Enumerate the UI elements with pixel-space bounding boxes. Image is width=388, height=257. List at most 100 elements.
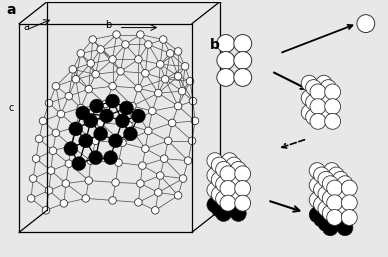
Circle shape bbox=[306, 80, 322, 96]
Circle shape bbox=[310, 99, 326, 115]
Circle shape bbox=[84, 114, 98, 128]
Circle shape bbox=[318, 201, 334, 217]
Circle shape bbox=[79, 134, 93, 148]
Circle shape bbox=[327, 195, 343, 211]
Circle shape bbox=[112, 179, 120, 186]
Circle shape bbox=[318, 186, 334, 202]
Circle shape bbox=[216, 206, 232, 222]
Circle shape bbox=[29, 175, 37, 182]
Text: a: a bbox=[23, 22, 29, 32]
Circle shape bbox=[122, 41, 129, 48]
Circle shape bbox=[306, 94, 322, 110]
Circle shape bbox=[154, 189, 162, 196]
Text: a: a bbox=[6, 3, 16, 17]
Circle shape bbox=[324, 177, 340, 193]
Circle shape bbox=[337, 190, 353, 206]
Circle shape bbox=[52, 129, 60, 137]
Circle shape bbox=[226, 172, 242, 188]
Circle shape bbox=[230, 176, 246, 192]
Circle shape bbox=[327, 209, 343, 225]
Circle shape bbox=[69, 66, 76, 73]
Circle shape bbox=[174, 48, 182, 55]
Circle shape bbox=[230, 191, 246, 207]
Circle shape bbox=[145, 127, 152, 135]
Circle shape bbox=[301, 105, 317, 121]
Circle shape bbox=[226, 187, 242, 202]
Circle shape bbox=[161, 76, 169, 83]
Circle shape bbox=[314, 196, 329, 212]
Circle shape bbox=[235, 195, 251, 211]
Circle shape bbox=[318, 215, 334, 231]
Circle shape bbox=[184, 157, 192, 164]
Circle shape bbox=[234, 69, 252, 86]
Circle shape bbox=[178, 87, 186, 95]
Circle shape bbox=[217, 51, 235, 69]
Circle shape bbox=[309, 192, 325, 208]
Circle shape bbox=[207, 197, 223, 213]
Circle shape bbox=[65, 92, 73, 100]
Circle shape bbox=[65, 160, 73, 167]
Circle shape bbox=[76, 106, 90, 120]
Circle shape bbox=[137, 31, 144, 38]
Circle shape bbox=[207, 153, 223, 169]
Circle shape bbox=[337, 205, 353, 221]
Circle shape bbox=[97, 119, 104, 127]
Circle shape bbox=[47, 167, 55, 174]
Circle shape bbox=[207, 182, 223, 198]
Circle shape bbox=[322, 205, 338, 221]
Circle shape bbox=[181, 62, 189, 70]
Circle shape bbox=[211, 157, 227, 173]
Text: c: c bbox=[8, 103, 14, 113]
Circle shape bbox=[333, 215, 348, 231]
Circle shape bbox=[220, 180, 236, 196]
Circle shape bbox=[104, 151, 118, 165]
Circle shape bbox=[316, 105, 332, 121]
Circle shape bbox=[109, 82, 116, 90]
Circle shape bbox=[234, 34, 252, 52]
Circle shape bbox=[325, 84, 341, 100]
Circle shape bbox=[322, 176, 338, 192]
Circle shape bbox=[211, 201, 227, 217]
Circle shape bbox=[87, 157, 95, 164]
Circle shape bbox=[337, 176, 353, 192]
Circle shape bbox=[27, 195, 35, 202]
Circle shape bbox=[226, 157, 242, 173]
Circle shape bbox=[222, 153, 237, 169]
Circle shape bbox=[306, 109, 322, 125]
Circle shape bbox=[324, 163, 340, 179]
Circle shape bbox=[222, 167, 237, 183]
Circle shape bbox=[316, 75, 332, 91]
Circle shape bbox=[207, 167, 223, 183]
Circle shape bbox=[85, 85, 92, 93]
Circle shape bbox=[301, 75, 317, 91]
Circle shape bbox=[320, 109, 336, 125]
Circle shape bbox=[116, 114, 130, 128]
Circle shape bbox=[325, 113, 341, 129]
Circle shape bbox=[217, 69, 235, 86]
Circle shape bbox=[45, 187, 53, 194]
Circle shape bbox=[174, 72, 182, 80]
Circle shape bbox=[119, 139, 126, 146]
Circle shape bbox=[328, 196, 344, 212]
Circle shape bbox=[109, 197, 116, 204]
Circle shape bbox=[230, 206, 246, 222]
Circle shape bbox=[341, 195, 357, 211]
Circle shape bbox=[235, 180, 251, 196]
Circle shape bbox=[325, 99, 341, 115]
Circle shape bbox=[216, 161, 232, 177]
Circle shape bbox=[132, 109, 146, 123]
Circle shape bbox=[113, 31, 120, 38]
Circle shape bbox=[341, 209, 357, 225]
Circle shape bbox=[67, 142, 74, 150]
Circle shape bbox=[60, 200, 68, 207]
Circle shape bbox=[328, 211, 344, 227]
Circle shape bbox=[191, 117, 199, 125]
Circle shape bbox=[235, 166, 251, 182]
Circle shape bbox=[62, 180, 70, 187]
Circle shape bbox=[92, 70, 99, 78]
Circle shape bbox=[166, 50, 174, 57]
Circle shape bbox=[186, 77, 194, 85]
Circle shape bbox=[49, 147, 57, 154]
Circle shape bbox=[309, 207, 325, 223]
Circle shape bbox=[137, 180, 144, 187]
